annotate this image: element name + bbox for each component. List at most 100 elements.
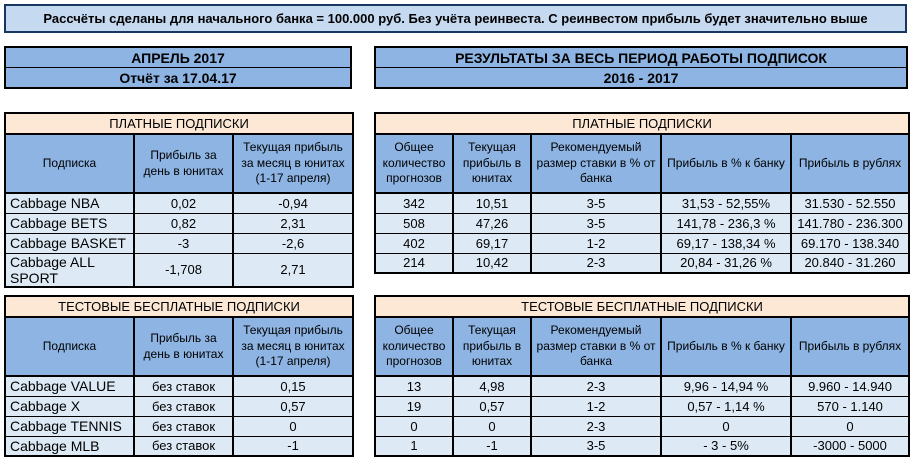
cell: 0,15 [231, 375, 355, 397]
col-header-bank-percent: Прибыль в % к банку [660, 316, 792, 377]
col-header-bank-percent: Прибыль в % к банку [660, 133, 792, 194]
cell: 20.840 - 31.260 [790, 252, 910, 274]
cell: без ставок [133, 395, 234, 417]
overall-title: РЕЗУЛЬТАТЫ ЗА ВЕСЬ ПЕРИОД РАБОТЫ ПОДПИСО… [376, 48, 906, 68]
col-header-total-picks: Общее количество прогнозов [374, 316, 454, 377]
table-title: ТЕСТОВЫЕ БЕСПЛАТНЫЕ ПОДПИСКИ [373, 295, 911, 318]
col-header-total-picks: Общее количество прогнозов [374, 133, 454, 194]
table-row: Cabbage BASKET -3 -2,6 [4, 232, 355, 254]
cell: без ставок [133, 435, 234, 457]
cell: 1 [374, 435, 454, 457]
col-header-subscription: Подписка [4, 316, 135, 377]
cell: 69,17 - 138,34 % [660, 232, 792, 254]
col-header-subscription: Подписка [4, 133, 135, 194]
cell: 3-5 [530, 212, 662, 234]
cell: 0 [452, 415, 532, 437]
cell: 1-2 [530, 232, 662, 254]
cell: Cabbage TENNIS [4, 415, 135, 437]
col-header-stake-size: Рекомендуемый размер ставки в % от банка [530, 133, 662, 194]
disclaimer-text: Рассчёты сделаны для начального банка = … [43, 11, 868, 26]
cell: 10,42 [452, 252, 532, 274]
table-row: Cabbage VALUE без ставок 0,15 [4, 375, 355, 397]
table-row: Cabbage ALL SPORT -1,708 2,71 [4, 252, 355, 287]
cell: 0,57 [231, 395, 355, 417]
table-header-row: Общее количество прогнозов Текущая прибы… [374, 316, 911, 377]
table-header-row: Подписка Прибыль за день в юнитах Текуща… [4, 133, 355, 194]
cell: 13 [374, 375, 454, 397]
col-header-units-profit: Текущая прибыль в юнитах [452, 133, 532, 194]
table-row: 1 -1 3-5 - 3 - 5% -3000 - 5000 [374, 435, 911, 457]
cell: 214 [374, 252, 454, 274]
cell: 69.170 - 138.340 [790, 232, 910, 254]
monthly-paid-table: ПЛАТНЫЕ ПОДПИСКИ Подписка Прибыль за ден… [3, 112, 355, 288]
table-row: Cabbage NBA 0,02 -0,94 [4, 192, 355, 214]
cell: - 3 - 5% [660, 435, 792, 457]
overall-paid-table: ПЛАТНЫЕ ПОДПИСКИ Общее количество прогно… [374, 112, 910, 274]
table-row: 508 47,26 3-5 141,78 - 236,3 % 141.780 -… [374, 212, 910, 234]
month-header-box: АПРЕЛЬ 2017 Отчёт за 17.04.17 [4, 46, 352, 89]
cell: Cabbage ALL SPORT [4, 252, 135, 287]
table-row: 0 0 2-3 0 0 [374, 415, 911, 437]
col-header-day-profit: Прибыль за день в юнитах [133, 316, 234, 377]
cell: 402 [374, 232, 454, 254]
table-row: Cabbage X без ставок 0,57 [4, 395, 355, 417]
cell: -0,94 [231, 192, 355, 214]
cell: 570 - 1.140 [789, 395, 911, 417]
cell: 2-3 [530, 375, 662, 397]
table-row: 19 0,57 1-2 0,57 - 1,14 % 570 - 1.140 [374, 395, 911, 417]
table-title-row: ПЛАТНЫЕ ПОДПИСКИ [374, 112, 910, 135]
cell: 0 [660, 415, 792, 437]
table-title: ТЕСТОВЫЕ БЕСПЛАТНЫЕ ПОДПИСКИ [3, 295, 355, 318]
monthly-free-table: ТЕСТОВЫЕ БЕСПЛАТНЫЕ ПОДПИСКИ Подписка Пр… [3, 295, 355, 457]
cell: 2-3 [530, 415, 662, 437]
cell: 0 [231, 415, 355, 437]
cell: без ставок [133, 375, 234, 397]
cell: -3000 - 5000 [789, 435, 911, 457]
cell: -3 [133, 232, 234, 254]
cell: 1-2 [530, 395, 662, 417]
cell: -1 [231, 435, 355, 457]
col-header-units-profit: Текущая прибыль в юнитах [452, 316, 532, 377]
cell: 9,96 - 14,94 % [660, 375, 792, 397]
cell: 0,57 [452, 395, 532, 417]
month-title: АПРЕЛЬ 2017 [6, 48, 350, 68]
cell: 4,98 [452, 375, 532, 397]
cell: Cabbage VALUE [4, 375, 135, 397]
disclaimer-banner: Рассчёты сделаны для начального банка = … [4, 4, 907, 33]
cell: 2-3 [530, 252, 662, 274]
report-date: Отчёт за 17.04.17 [119, 69, 237, 86]
cell: без ставок [133, 415, 234, 437]
col-header-rubles: Прибыль в рублях [790, 133, 910, 194]
table-row: Cabbage MLB без ставок -1 [4, 435, 355, 457]
cell: Cabbage MLB [4, 435, 135, 457]
table-title-row: ТЕСТОВЫЕ БЕСПЛАТНЫЕ ПОДПИСКИ [3, 295, 355, 318]
cell: 2,31 [231, 212, 355, 234]
table-header-row: Общее количество прогнозов Текущая прибы… [374, 133, 910, 194]
table-row: 214 10,42 2-3 20,84 - 31,26 % 20.840 - 3… [374, 252, 910, 274]
col-header-day-profit: Прибыль за день в юнитах [133, 133, 234, 194]
cell: 0,57 - 1,14 % [660, 395, 792, 417]
table-title: ПЛАТНЫЕ ПОДПИСКИ [3, 112, 355, 135]
cell: -2,6 [231, 232, 355, 254]
cell: -1 [452, 435, 532, 457]
cell: 342 [374, 192, 454, 214]
col-header-month-profit: Текущая прибыль за месяц в юнитах (1-17 … [231, 316, 355, 377]
cell: 19 [374, 395, 454, 417]
cell: 3-5 [530, 192, 662, 214]
cell: 69,17 [452, 232, 532, 254]
table-row: 402 69,17 1-2 69,17 - 138,34 % 69.170 - … [374, 232, 910, 254]
cell: 3-5 [530, 435, 662, 457]
table-title-row: ТЕСТОВЫЕ БЕСПЛАТНЫЕ ПОДПИСКИ [373, 295, 911, 318]
cell: -1,708 [133, 252, 234, 287]
overall-header-box: РЕЗУЛЬТАТЫ ЗА ВЕСЬ ПЕРИОД РАБОТЫ ПОДПИСО… [374, 46, 908, 89]
cell: 47,26 [452, 212, 532, 234]
table-row: 342 10,51 3-5 31,53 - 52,55% 31.530 - 52… [374, 192, 910, 214]
cell: 20,84 - 31,26 % [660, 252, 792, 274]
cell: 0,02 [133, 192, 234, 214]
cell: 31.530 - 52.550 [790, 192, 910, 214]
table-row: Cabbage TENNIS без ставок 0 [4, 415, 355, 437]
overall-years: 2016 - 2017 [603, 69, 679, 86]
cell: Cabbage X [4, 395, 135, 417]
overall-free-table: ТЕСТОВЫЕ БЕСПЛАТНЫЕ ПОДПИСКИ Общее колич… [373, 295, 911, 457]
